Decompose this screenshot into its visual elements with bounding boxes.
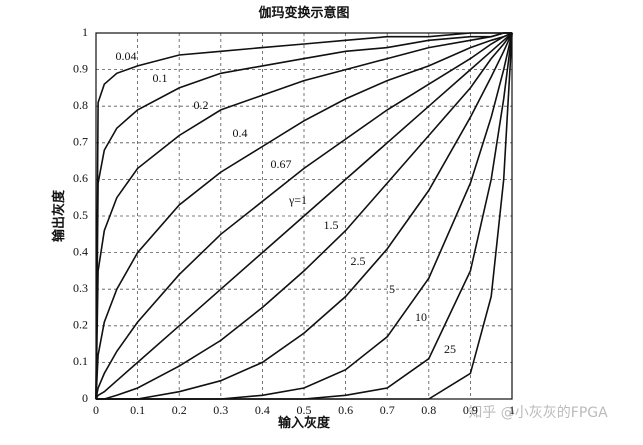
curve [95, 32, 512, 400]
x-tick-label: 0.9 [463, 403, 478, 417]
curve-label: 0.2 [194, 98, 209, 112]
x-tick-label: 0.6 [338, 403, 353, 417]
y-tick-label: 0.1 [73, 354, 88, 368]
y-tick-label: 0.8 [73, 98, 88, 112]
x-tick-label: 0.4 [255, 403, 270, 417]
curve [96, 32, 513, 400]
curve-label: 0.1 [153, 71, 168, 85]
curve [95, 32, 513, 400]
curve [96, 32, 513, 400]
watermark: 知乎 @小灰灰的FPGA [468, 404, 608, 421]
x-tick-label: 0 [93, 403, 99, 417]
y-tick-label: 0.7 [73, 135, 88, 149]
curve-label: 2.5 [351, 254, 366, 268]
y-tick-label: 0.6 [73, 171, 88, 185]
chart-title: 伽玛变换示意图 [258, 5, 349, 20]
y-tick-label: 0.4 [73, 244, 88, 258]
x-tick-label: 1 [509, 403, 515, 417]
curve-label: 25 [444, 342, 456, 356]
curve [95, 32, 512, 400]
curve-label: 10 [415, 310, 427, 324]
curve-label: 0.04 [116, 49, 137, 63]
curve-label: 0.67 [271, 157, 292, 171]
curve-label: 5 [389, 282, 395, 296]
y-tick-label: 1 [82, 25, 88, 39]
curve-label: γ=1 [288, 193, 307, 207]
curve-label: 0.4 [233, 126, 248, 140]
y-tick-label: 0 [82, 391, 88, 405]
y-tick-label: 0.3 [73, 281, 88, 295]
x-axis-label: 输入灰度 [278, 415, 331, 430]
curve [95, 32, 513, 400]
x-tick-label: 0.2 [172, 403, 187, 417]
x-tick-label: 0.8 [421, 403, 436, 417]
curve [95, 32, 512, 400]
y-tick-label: 0.9 [73, 61, 88, 75]
x-tick-label: 0.1 [130, 403, 145, 417]
y-tick-label: 0.2 [73, 318, 88, 332]
curve [95, 32, 513, 400]
x-tick-label: 0.5 [297, 403, 312, 417]
x-tick-label: 0.7 [380, 403, 395, 417]
x-tick-label: 0.3 [213, 403, 228, 417]
y-tick-label: 0.5 [73, 208, 88, 222]
curve-label: 1.5 [324, 218, 339, 232]
y-axis-label: 输出灰度 [51, 189, 66, 242]
